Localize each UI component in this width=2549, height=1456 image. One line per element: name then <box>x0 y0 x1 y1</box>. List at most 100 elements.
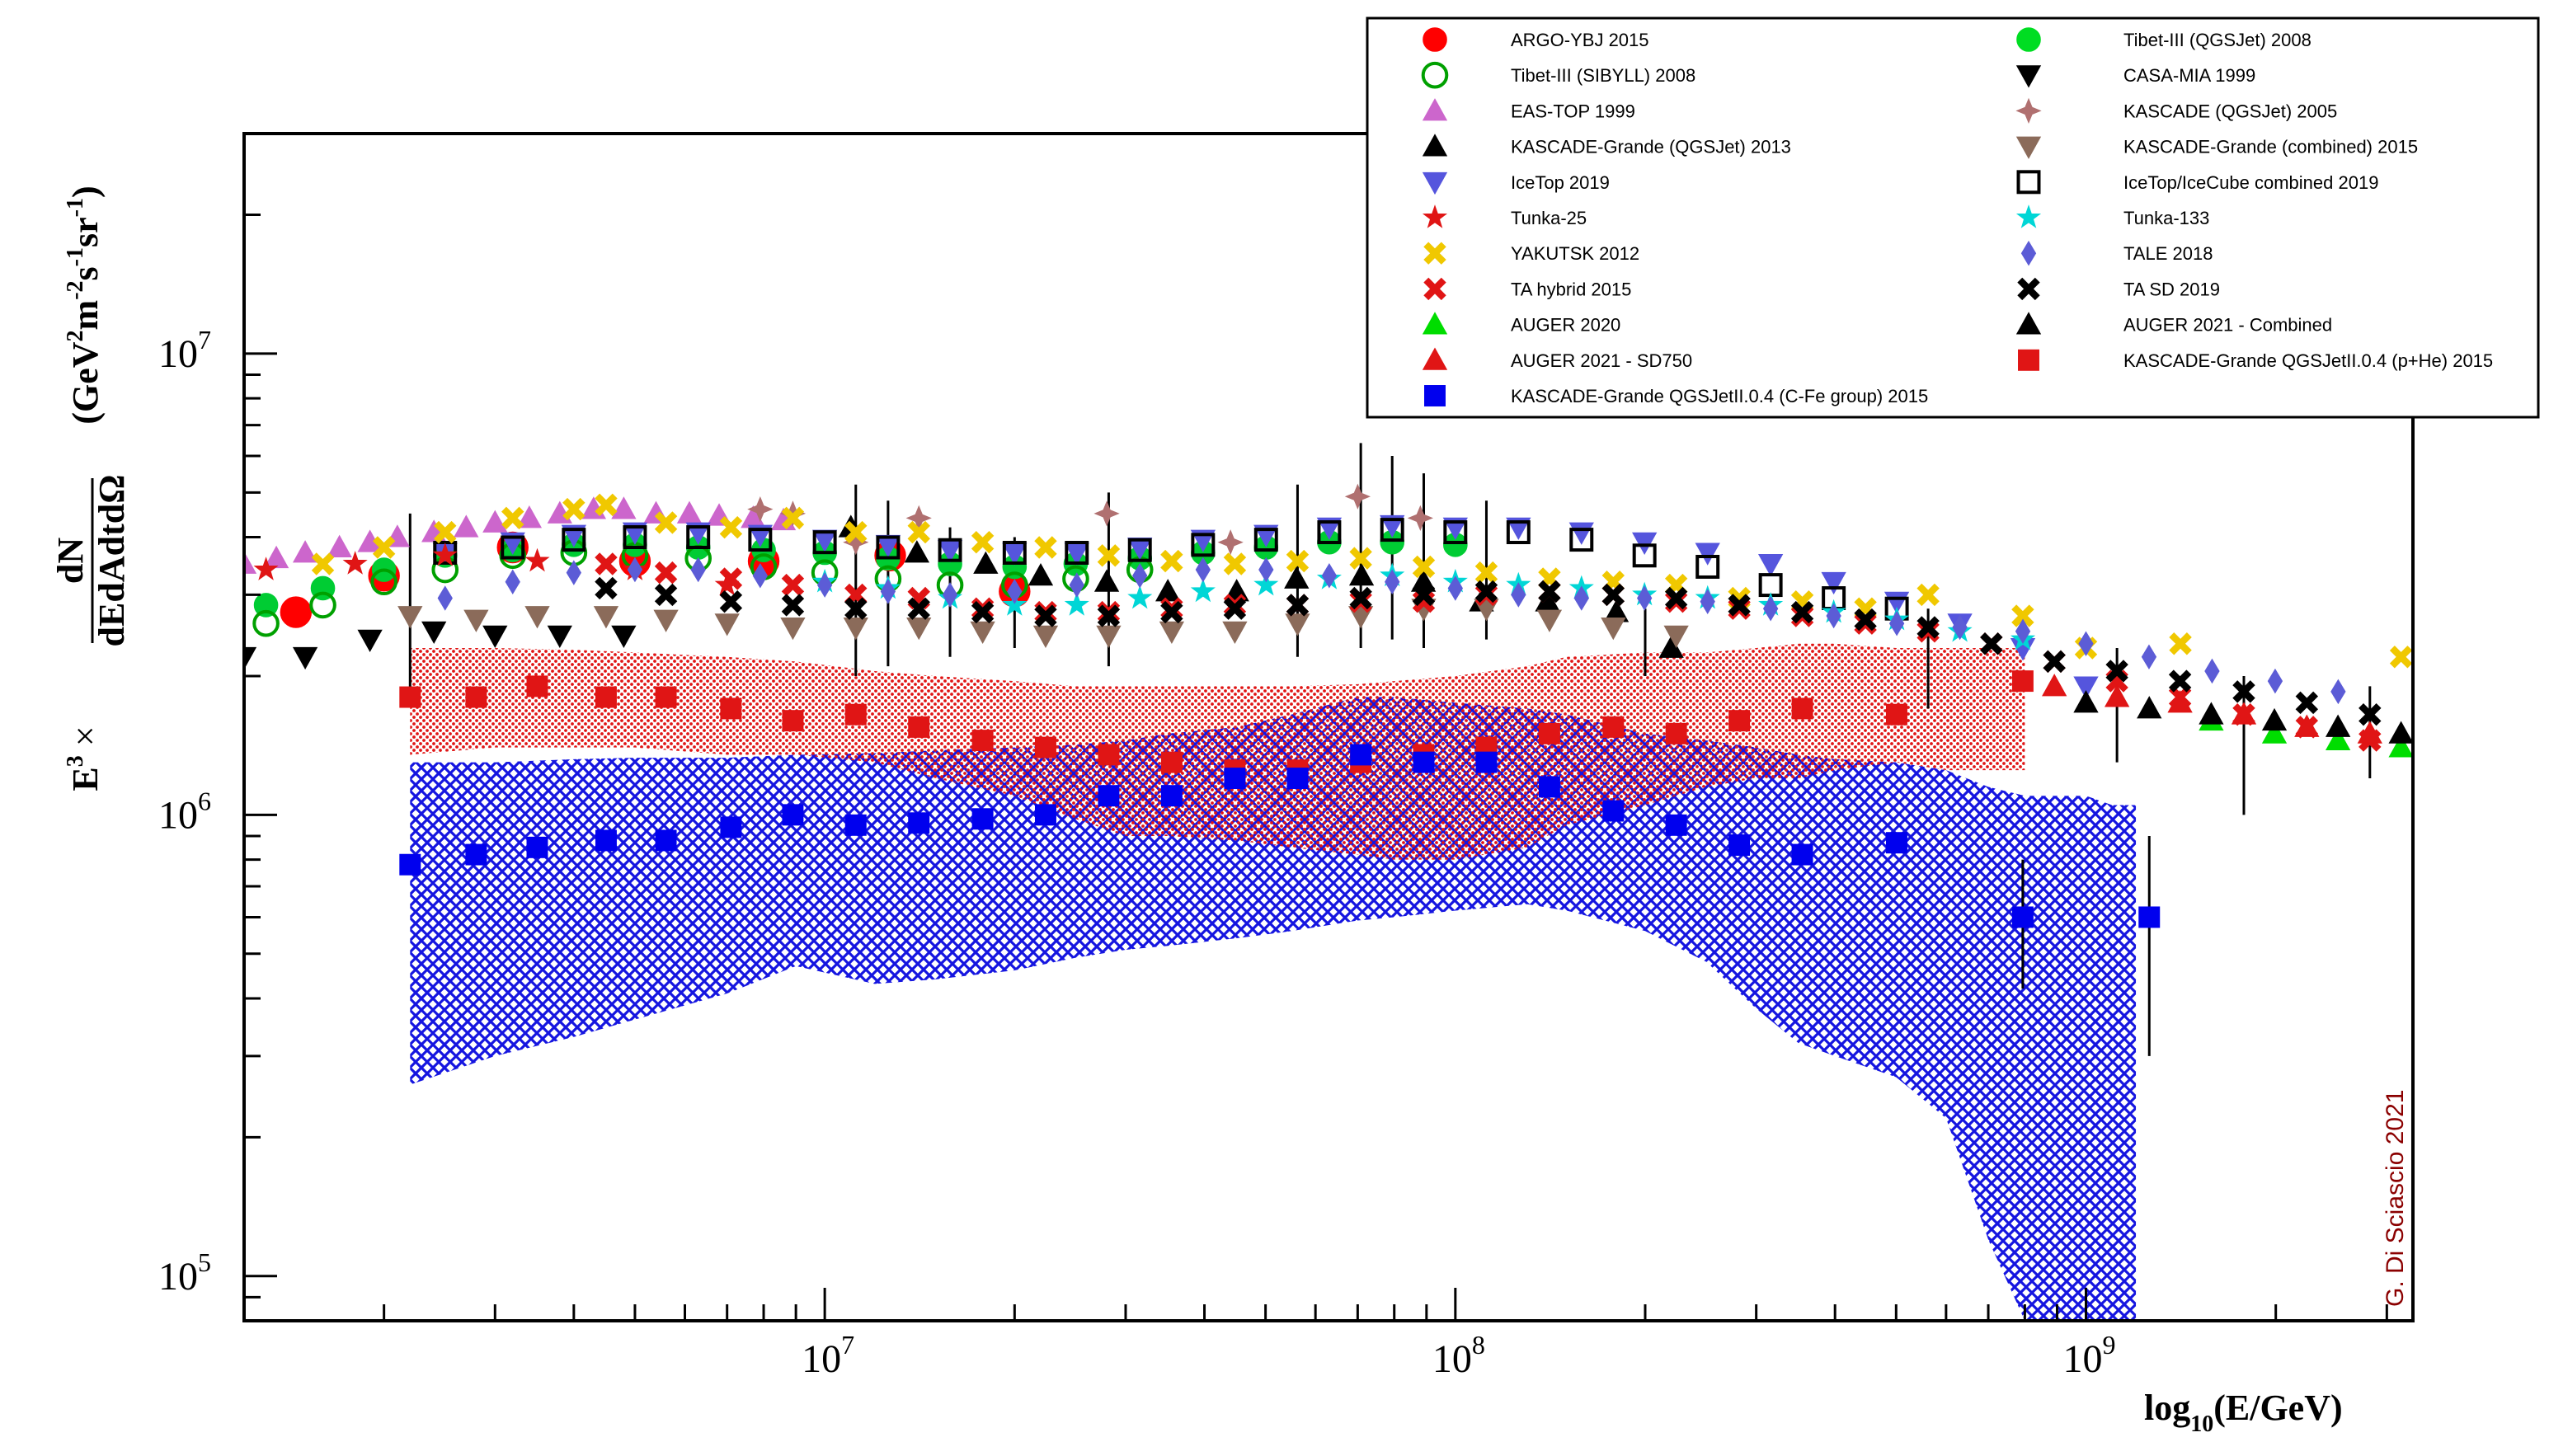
data-point <box>1380 518 1404 542</box>
data-point <box>1700 589 1715 614</box>
data-point <box>1885 832 1907 854</box>
data-point <box>907 520 930 544</box>
data-point <box>595 576 618 600</box>
legend-marker <box>2015 97 2042 124</box>
data-point <box>1728 594 1751 617</box>
data-point <box>2232 680 2255 703</box>
data-point <box>1028 562 1054 586</box>
legend-label: KASCADE-Grande (combined) 2015 <box>2123 137 2418 157</box>
series-ta-sd-2019 <box>595 576 2382 726</box>
data-point <box>1191 533 1216 557</box>
data-point <box>2168 669 2192 693</box>
data-point <box>1728 834 1751 856</box>
data-point <box>1980 632 2003 655</box>
legend-item-kascade-grande-qgsjet-2013: KASCADE-Grande (QGSJet) 2013 <box>1422 134 1791 157</box>
legend-marker <box>2016 170 2041 195</box>
data-point <box>971 600 995 624</box>
y-unit-part-0: (GeV <box>65 341 106 424</box>
data-point <box>562 528 586 552</box>
data-point <box>1349 547 1372 570</box>
series-tale-2018 <box>437 557 2346 705</box>
data-point <box>253 593 279 618</box>
y-tick-label: 107 <box>158 325 211 376</box>
legend-item-yakutsk-2012: YAKUTSK 2012 <box>1423 242 1639 265</box>
data-point <box>309 591 336 619</box>
data-point <box>482 510 508 533</box>
data-point <box>1821 571 1846 595</box>
y-unit-part-3: -2 <box>63 280 88 299</box>
plot-frame <box>242 132 2415 1322</box>
legend-item-icetop-icecube-combined-2019: IceTop/IceCube combined 2019 <box>2016 170 2378 195</box>
data-point <box>655 686 677 708</box>
data-point <box>1443 520 1468 545</box>
data-point <box>1093 500 1120 527</box>
data-point <box>623 525 647 550</box>
data-point <box>1098 785 1120 807</box>
data-point <box>908 812 930 834</box>
legend-marker <box>2020 240 2037 266</box>
data-point <box>1160 751 1183 773</box>
legend: ARGO-YBJ 2015 Tibet-III (QGSJet) 2008 Tibe… <box>1366 16 2540 419</box>
data-point <box>1098 744 1120 766</box>
data-point <box>654 583 678 607</box>
data-point <box>357 629 383 652</box>
legend-marker <box>1422 204 1448 228</box>
y-unit-part-4: s <box>65 266 106 280</box>
data-point <box>973 551 999 574</box>
data-point <box>1160 549 1183 573</box>
data-point <box>1032 625 1059 648</box>
data-point <box>1385 569 1400 595</box>
data-point <box>2011 670 2034 693</box>
legend-marker <box>2018 349 2039 371</box>
data-point <box>781 506 805 530</box>
y-axis-fraction: dN dEdAdtdΩ <box>50 475 132 647</box>
data-point <box>465 843 487 866</box>
data-point <box>627 557 643 583</box>
data-point <box>1511 582 1526 608</box>
data-point <box>1223 552 1247 575</box>
legend-item-kascade-grande-qgsjetii-0-4-c-fe-group-2015: KASCADE-Grande QGSJetII.0.4 (C-Fe group)… <box>1424 385 1928 406</box>
legend-item-kascade-grande-qgsjetii-0-4-p-he-2015: KASCADE-Grande QGSJetII.0.4 (p+He) 2015 <box>2018 349 2493 371</box>
data-point <box>501 535 525 560</box>
legend-marker <box>1423 277 1446 301</box>
svg-text:E3 ×: E3 × <box>63 726 106 791</box>
data-point <box>1034 804 1056 826</box>
data-point <box>397 606 423 629</box>
legend-label: EAS-TOP 1999 <box>1511 101 1635 121</box>
data-point <box>714 613 740 636</box>
data-point <box>1217 529 1244 556</box>
data-point <box>465 686 487 708</box>
series-auger-2021-sd750 <box>2042 674 2382 744</box>
data-point <box>399 686 421 708</box>
data-point <box>1695 554 1720 579</box>
data-point <box>1569 528 1594 552</box>
legend-marker <box>1424 385 1446 406</box>
data-point <box>1286 594 1310 617</box>
y-tick-label: 106 <box>158 786 211 837</box>
y-unit-part-8: ) <box>65 186 106 198</box>
data-point <box>1916 583 1940 607</box>
data-point <box>812 530 837 555</box>
y-unit-part-1: 2 <box>63 330 88 341</box>
data-point <box>1285 613 1310 636</box>
ticks-layer: 107 108 109 105 106 107 <box>158 132 2388 1381</box>
data-point <box>1223 597 1247 620</box>
data-point <box>1447 575 1463 601</box>
legend-label: TA SD 2019 <box>2123 279 2220 299</box>
data-point <box>595 829 617 852</box>
legend-label: AUGER 2021 - Combined <box>2123 315 2332 336</box>
legend-label: ARGO-YBJ 2015 <box>1511 30 1649 50</box>
data-point <box>816 572 833 598</box>
data-point <box>1412 583 1436 607</box>
data-point <box>611 625 637 648</box>
data-point <box>1258 557 1274 583</box>
legend-item-ta-hybrid-2015: TA hybrid 2015 <box>1423 277 1631 301</box>
data-point <box>547 625 572 648</box>
legend-marker <box>1423 242 1446 265</box>
data-point <box>844 597 868 620</box>
data-point <box>1762 595 1779 622</box>
data-point <box>292 540 318 563</box>
legend-marker <box>2016 27 2041 52</box>
data-point <box>244 646 257 670</box>
data-point <box>593 606 619 629</box>
